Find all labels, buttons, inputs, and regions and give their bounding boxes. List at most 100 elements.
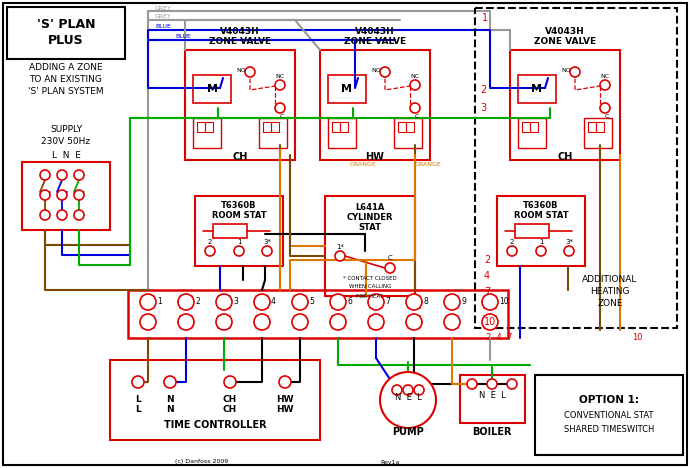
Text: 2  4  7: 2 4 7 — [486, 334, 513, 343]
Text: CH: CH — [223, 405, 237, 415]
Bar — [325, 196, 415, 296]
Text: CYLINDER: CYLINDER — [347, 212, 393, 221]
Text: (c) Danfoss 2009: (c) Danfoss 2009 — [175, 460, 228, 465]
Text: M: M — [531, 84, 542, 94]
Circle shape — [292, 294, 308, 310]
Circle shape — [275, 80, 285, 90]
Text: 4: 4 — [484, 271, 490, 281]
Text: 1*: 1* — [336, 244, 344, 250]
Text: SUPPLY: SUPPLY — [50, 125, 82, 134]
Text: 7: 7 — [484, 287, 491, 297]
Text: 2: 2 — [480, 85, 486, 95]
Bar — [259, 118, 287, 148]
Text: ORANGE: ORANGE — [350, 162, 377, 168]
Text: V4043H: V4043H — [220, 28, 260, 37]
Text: NC: NC — [411, 73, 420, 79]
Text: 3: 3 — [233, 298, 238, 307]
Text: CH: CH — [233, 152, 248, 162]
Text: TIME CONTROLLER: TIME CONTROLLER — [164, 420, 266, 430]
Text: M: M — [342, 84, 353, 94]
Text: V4043H: V4043H — [545, 28, 585, 37]
Circle shape — [507, 246, 517, 256]
Text: 2: 2 — [208, 239, 213, 245]
Circle shape — [74, 210, 84, 220]
Bar — [497, 196, 585, 266]
Circle shape — [40, 170, 50, 180]
Text: GREY: GREY — [155, 6, 172, 10]
Circle shape — [57, 190, 67, 200]
Text: CONVENTIONAL STAT: CONVENTIONAL STAT — [564, 411, 653, 421]
Text: ZONE VALVE: ZONE VALVE — [209, 37, 271, 46]
Circle shape — [275, 103, 285, 113]
Circle shape — [245, 67, 255, 77]
Circle shape — [406, 294, 422, 310]
Text: N  E  L: N E L — [395, 393, 422, 402]
Text: ADDITIONAL: ADDITIONAL — [582, 276, 638, 285]
Text: PUMP: PUMP — [392, 427, 424, 437]
Circle shape — [570, 67, 580, 77]
Text: BLUE: BLUE — [175, 35, 191, 39]
Circle shape — [330, 294, 346, 310]
Text: C: C — [280, 115, 284, 119]
Circle shape — [279, 376, 291, 388]
Text: ADDING A ZONE: ADDING A ZONE — [29, 64, 103, 73]
Bar — [193, 118, 221, 148]
Circle shape — [132, 376, 144, 388]
Text: STAT: STAT — [359, 222, 382, 232]
Circle shape — [224, 376, 236, 388]
Bar — [588, 122, 596, 132]
Circle shape — [385, 263, 395, 273]
Text: N: N — [166, 395, 174, 404]
Text: L641A: L641A — [355, 203, 385, 212]
Bar — [332, 122, 340, 132]
Bar — [193, 75, 231, 103]
Circle shape — [164, 376, 176, 388]
Text: ROOM STAT: ROOM STAT — [212, 212, 266, 220]
Circle shape — [536, 246, 546, 256]
Bar — [197, 122, 205, 132]
Circle shape — [380, 372, 436, 428]
Bar — [7, 7, 125, 59]
Bar — [195, 196, 283, 266]
Text: GREY: GREY — [155, 15, 172, 20]
Bar — [518, 75, 556, 103]
Circle shape — [254, 294, 270, 310]
Text: NO: NO — [371, 67, 381, 73]
Text: HW: HW — [276, 395, 294, 404]
Text: 1: 1 — [539, 239, 543, 245]
Text: C: C — [415, 115, 420, 119]
Text: 7: 7 — [385, 298, 390, 307]
Bar — [213, 224, 247, 238]
Circle shape — [410, 103, 420, 113]
Circle shape — [482, 294, 498, 310]
Text: TO AN EXISTING: TO AN EXISTING — [30, 75, 102, 85]
Text: 1: 1 — [157, 298, 161, 307]
Bar — [518, 118, 546, 148]
Text: V4043H: V4043H — [355, 28, 395, 37]
Text: 3*: 3* — [263, 239, 271, 245]
Text: 6: 6 — [347, 298, 352, 307]
Text: C: C — [605, 115, 609, 119]
Text: BOILER: BOILER — [472, 427, 512, 437]
Circle shape — [216, 294, 232, 310]
Circle shape — [487, 379, 497, 389]
Text: HW: HW — [276, 405, 294, 415]
Bar — [394, 118, 422, 148]
Circle shape — [380, 67, 390, 77]
Text: PLUS: PLUS — [48, 34, 83, 46]
Text: N  E  L: N E L — [479, 392, 505, 401]
Bar — [398, 122, 406, 132]
Text: ROOM STAT: ROOM STAT — [513, 212, 569, 220]
Circle shape — [330, 314, 346, 330]
Text: T6360B: T6360B — [523, 202, 559, 211]
Circle shape — [403, 385, 413, 395]
Circle shape — [482, 314, 498, 330]
Circle shape — [410, 80, 420, 90]
Bar — [263, 122, 271, 132]
Circle shape — [140, 314, 156, 330]
Bar — [515, 224, 549, 238]
Text: C: C — [388, 255, 393, 261]
Bar — [475, 8, 677, 328]
Circle shape — [254, 314, 270, 330]
Text: 8: 8 — [423, 298, 428, 307]
